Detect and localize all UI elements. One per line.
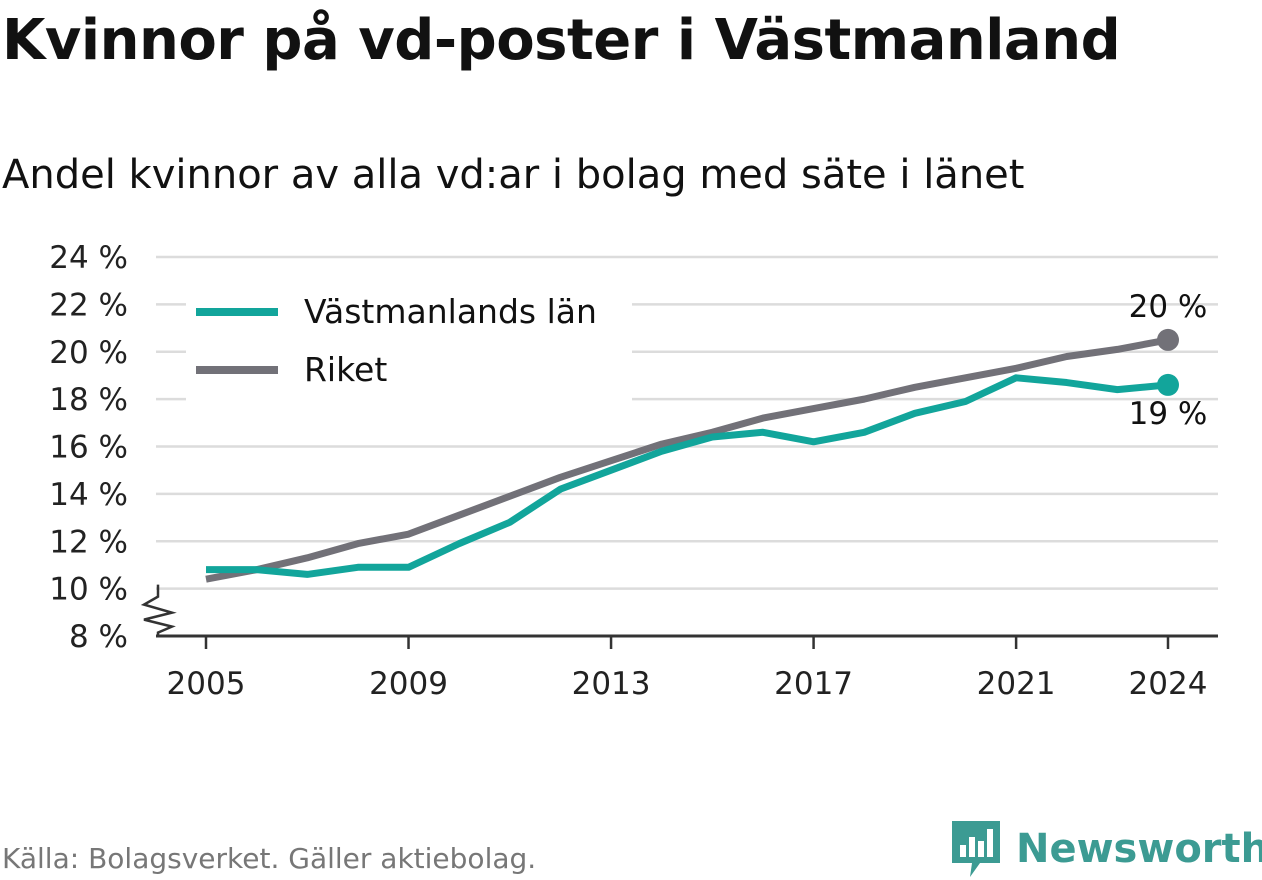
y-tick-label: 24 % [49,240,128,276]
end-point-vastmanland [1157,373,1179,396]
newsworthy-icon [952,821,1000,877]
y-axis-ticks: 8 % 10 % 12 % 14 % 16 % 18 % 20 % 22 % 24 % [49,240,128,655]
end-point-riket [1157,328,1179,351]
legend-background [186,280,632,402]
series-lines: 20 % 19 % [205,289,1208,583]
y-tick-label: 20 % [49,335,128,371]
y-tick-label: 8 % [69,619,128,655]
brand-name: Newsworthy [1016,826,1262,872]
x-axis [140,584,1218,638]
chart-title: Kvinnor på vd-poster i Västmanland [2,8,1121,73]
legend: Västmanlands län Riket [186,280,632,402]
series-line-vastmanland [206,374,1169,578]
y-tick-label: 10 % [49,572,128,608]
series-line-riket [205,336,1169,583]
legend-label-vastmanland: Västmanlands län [304,292,597,331]
x-tick-label: 2009 [369,666,448,702]
y-tick-label: 14 % [49,477,128,513]
source-note: Källa: Bolagsverket. Gäller aktiebolag. [2,842,537,875]
y-tick-label: 16 % [49,430,128,466]
x-axis-ticks: 2005 2009 2013 2017 2021 2024 [167,636,1208,702]
x-tick-label: 2021 [977,666,1056,702]
end-label-vastmanland: 19 % [1129,396,1208,432]
y-tick-label: 12 % [49,524,128,560]
x-tick-label: 2017 [774,666,853,702]
x-tick-label: 2024 [1129,666,1208,702]
axis-break-symbol [140,584,177,636]
newsworthy-logo[interactable]: Newsworthy [950,818,1262,880]
legend-label-riket: Riket [304,350,387,389]
chart-subtitle: Andel kvinnor av alla vd:ar i bolag med … [2,152,1025,198]
y-tick-label: 22 % [49,287,128,323]
y-tick-label: 18 % [49,382,128,418]
x-tick-label: 2013 [572,666,651,702]
end-label-riket: 20 % [1129,289,1208,325]
x-tick-label: 2005 [167,666,246,702]
